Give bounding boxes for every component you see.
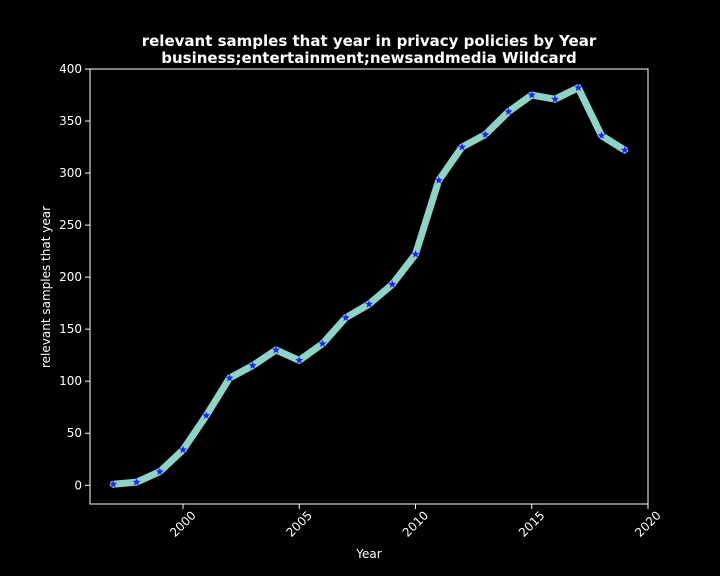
y-axis-label: relevant samples that year (39, 206, 53, 368)
y-tick-label: 350 (59, 114, 82, 128)
data-point (318, 339, 327, 348)
data-point (551, 94, 559, 103)
plot-area (109, 83, 629, 488)
plot-frame (89, 68, 649, 505)
data-point (132, 477, 141, 486)
x-tick-label: 2020 (632, 508, 663, 539)
x-tick-label: 2015 (516, 508, 547, 539)
data-point (458, 142, 466, 151)
y-tick-label: 250 (59, 218, 82, 232)
data-point (620, 145, 629, 154)
x-axis-label: Year (355, 547, 381, 561)
data-point (365, 299, 373, 308)
x-tick-label: 2010 (400, 508, 431, 539)
chart-title: relevant samples that year in privacy po… (142, 32, 597, 50)
data-point (481, 130, 490, 138)
x-tick-label: 2005 (284, 508, 315, 539)
y-tick-label: 0 (74, 478, 82, 492)
chart-subtitle: business;entertainment;newsandmedia Wild… (161, 49, 576, 67)
y-tick-label: 400 (59, 62, 82, 76)
data-point (225, 373, 234, 382)
data-point (109, 480, 118, 488)
y-axis: 0 50 100 150 200 250 300 350 400 (59, 62, 90, 492)
series-line (109, 84, 629, 488)
data-point (341, 313, 350, 322)
x-axis: 2000 2005 2010 2015 2020 (167, 504, 664, 540)
y-tick-label: 100 (59, 374, 82, 388)
data-point (248, 361, 257, 369)
data-point (179, 445, 187, 454)
data-point (295, 356, 304, 364)
x-tick-label: 2000 (167, 508, 198, 539)
data-point (155, 467, 164, 476)
y-tick-label: 200 (59, 270, 82, 284)
data-point (574, 83, 583, 92)
y-tick-label: 300 (59, 166, 82, 180)
y-tick-label: 50 (67, 426, 82, 440)
data-point (388, 280, 397, 288)
y-tick-label: 150 (59, 322, 82, 336)
data-point (202, 411, 211, 419)
data-point (434, 176, 443, 184)
data-point (527, 90, 536, 99)
data-point (411, 250, 420, 258)
data-point (272, 345, 280, 354)
data-point (504, 107, 513, 116)
data-point (597, 131, 606, 139)
